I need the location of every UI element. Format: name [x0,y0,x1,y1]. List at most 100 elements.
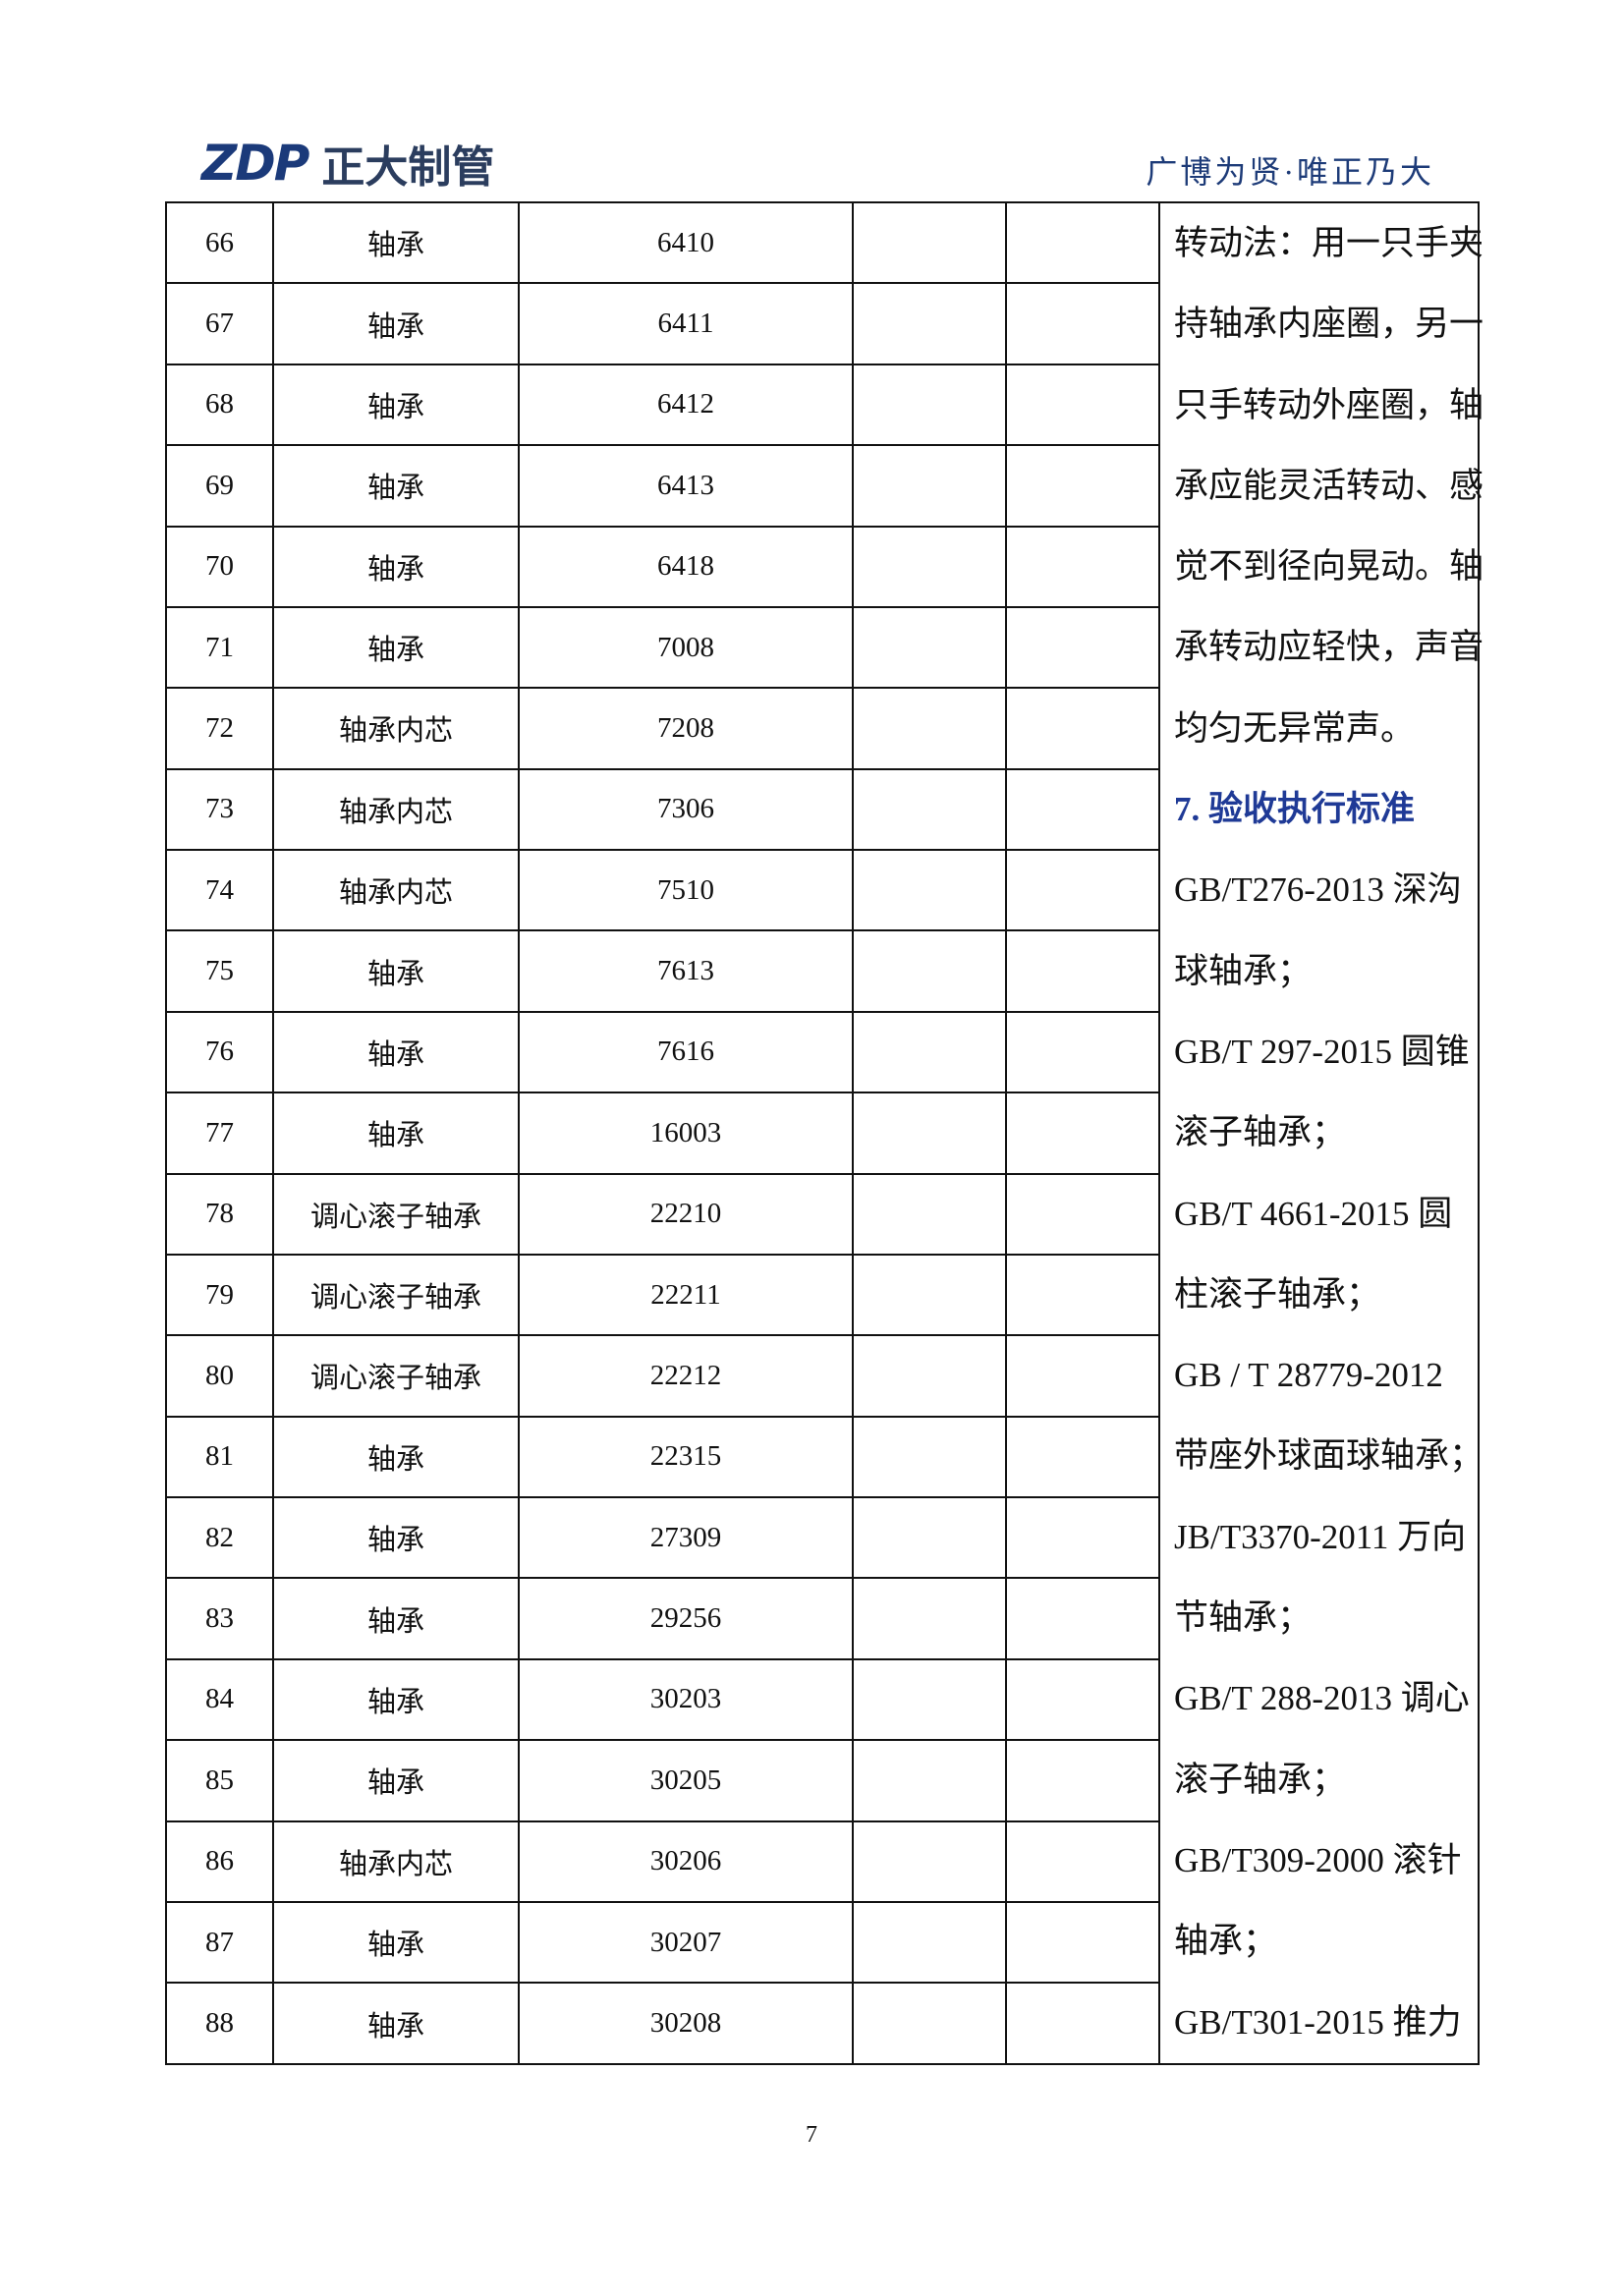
empty-cell [852,1900,1007,1985]
empty-cell [1005,525,1160,608]
empty-cell [1005,1900,1160,1985]
empty-cell [1005,1172,1160,1256]
empty-cell [852,1495,1007,1580]
table-row: 75 轴承 7613 [165,929,1479,1013]
empty-cell [1005,1334,1160,1418]
table-row: 87 轴承 30207 [165,1900,1479,1985]
empty-cell [1005,444,1160,528]
table-row: 86 轴承内芯 30206 [165,1820,1479,1903]
empty-cell [1005,1577,1160,1660]
notes-cell: 转动法：用一只手夹 持轴承内座圈，另一 只手转动外座圈，轴 承应能灵活转动、感 觉不到径… [1158,201,1484,2065]
standard-line: GB/T301-2015 推力 [1174,2002,1462,2042]
model: 29256 [518,1577,854,1660]
part-name: 轴承 [272,282,520,365]
standard-line: JB/T3370-2011 万向 [1174,1517,1467,1556]
empty-cell [1005,1739,1160,1822]
parts-table: 66 轴承 6410 转动法：用一只手夹 持轴承内座圈，另一 只手转动外座圈，轴 承应能灵活… [165,200,1484,2065]
part-name: 轴承内芯 [272,1820,520,1903]
table-row: 69 轴承 6413 [165,444,1479,528]
model: 22211 [518,1253,854,1337]
model: 6410 [518,200,854,285]
row-number: 76 [165,1010,274,1094]
model: 7008 [518,605,854,690]
table-row: 67 轴承 6411 [165,282,1479,365]
model: 22210 [518,1172,854,1256]
standard-line: GB/T 297-2015 圆锥 [1174,1032,1470,1071]
table-row: 81 轴承 22315 [165,1415,1479,1499]
empty-cell [1005,282,1160,365]
row-number: 71 [165,605,274,690]
empty-cell [1005,1982,1160,2065]
empty-cell [852,1172,1007,1256]
empty-cell [852,444,1007,528]
model: 30207 [518,1900,854,1985]
row-number: 77 [165,1092,274,1175]
part-name: 调心滚子轴承 [272,1334,520,1418]
part-name: 轴承 [272,1415,520,1499]
standard-line: 带座外球面球轴承； [1174,1436,1484,1476]
empty-cell [1005,1657,1160,1742]
empty-cell [852,1982,1007,2065]
empty-cell [1005,1010,1160,1094]
standard-line: 柱滚子轴承； [1174,1274,1381,1314]
standard-line: 滚子轴承； [1174,1113,1347,1152]
empty-cell [852,200,1007,285]
table-row: 70 轴承 6418 [165,525,1479,608]
table-row: 88 轴承 30208 [165,1982,1479,2065]
model: 22315 [518,1415,854,1499]
empty-cell [1005,767,1160,852]
empty-cell [852,282,1007,365]
row-number: 75 [165,929,274,1013]
row-number: 88 [165,1982,274,2065]
empty-cell [852,1657,1007,1742]
model: 30206 [518,1820,854,1903]
part-name: 轴承 [272,200,520,285]
table-row: 78 调心滚子轴承 22210 [165,1172,1479,1256]
table-row: 74 轴承内芯 7510 [165,848,1479,932]
model: 6411 [518,282,854,365]
table-row: 84 轴承 30203 [165,1657,1479,1742]
part-name: 轴承 [272,1010,520,1094]
model: 30203 [518,1657,854,1742]
row-number: 67 [165,282,274,365]
table-row: 73 轴承内芯 7306 [165,767,1479,852]
section-heading: 7. 验收执行标准 [1174,790,1416,829]
standard-line: 节轴承； [1174,1598,1313,1638]
empty-cell [852,1092,1007,1175]
standard-line: GB/T309-2000 滚针 [1174,1840,1462,1879]
row-number: 68 [165,363,274,447]
part-name: 轴承 [272,444,520,528]
row-number: 83 [165,1577,274,1660]
table-row: 71 轴承 7008 [165,605,1479,690]
model: 27309 [518,1495,854,1580]
model: 7613 [518,929,854,1013]
part-name: 调心滚子轴承 [272,1172,520,1256]
row-number: 86 [165,1820,274,1903]
empty-cell [1005,1092,1160,1175]
row-number: 74 [165,848,274,932]
model: 22212 [518,1334,854,1418]
row-number: 73 [165,767,274,852]
empty-cell [852,1739,1007,1822]
row-number: 81 [165,1415,274,1499]
table-row: 68 轴承 6412 [165,363,1479,447]
standard-line: GB/T 4661-2015 圆 [1174,1194,1453,1233]
empty-cell [852,767,1007,852]
empty-cell [1005,1253,1160,1337]
row-number: 82 [165,1495,274,1580]
empty-cell [852,363,1007,447]
standard-line: 滚子轴承； [1174,1760,1347,1799]
empty-cell [1005,848,1160,932]
part-name: 轴承 [272,929,520,1013]
standard-line: GB / T 28779-2012 [1174,1356,1443,1395]
note-line: 只手转动外座圈，轴 [1174,385,1484,424]
company-name: 正大制管 [321,142,495,193]
empty-cell [852,1415,1007,1499]
table-row: 80 调心滚子轴承 22212 [165,1334,1479,1418]
model: 30208 [518,1982,854,2065]
note-line: 转动法：用一只手夹 [1174,224,1484,262]
part-name: 调心滚子轴承 [272,1253,520,1337]
empty-cell [852,605,1007,690]
standard-line: 轴承； [1174,1922,1278,1961]
empty-cell [852,848,1007,932]
